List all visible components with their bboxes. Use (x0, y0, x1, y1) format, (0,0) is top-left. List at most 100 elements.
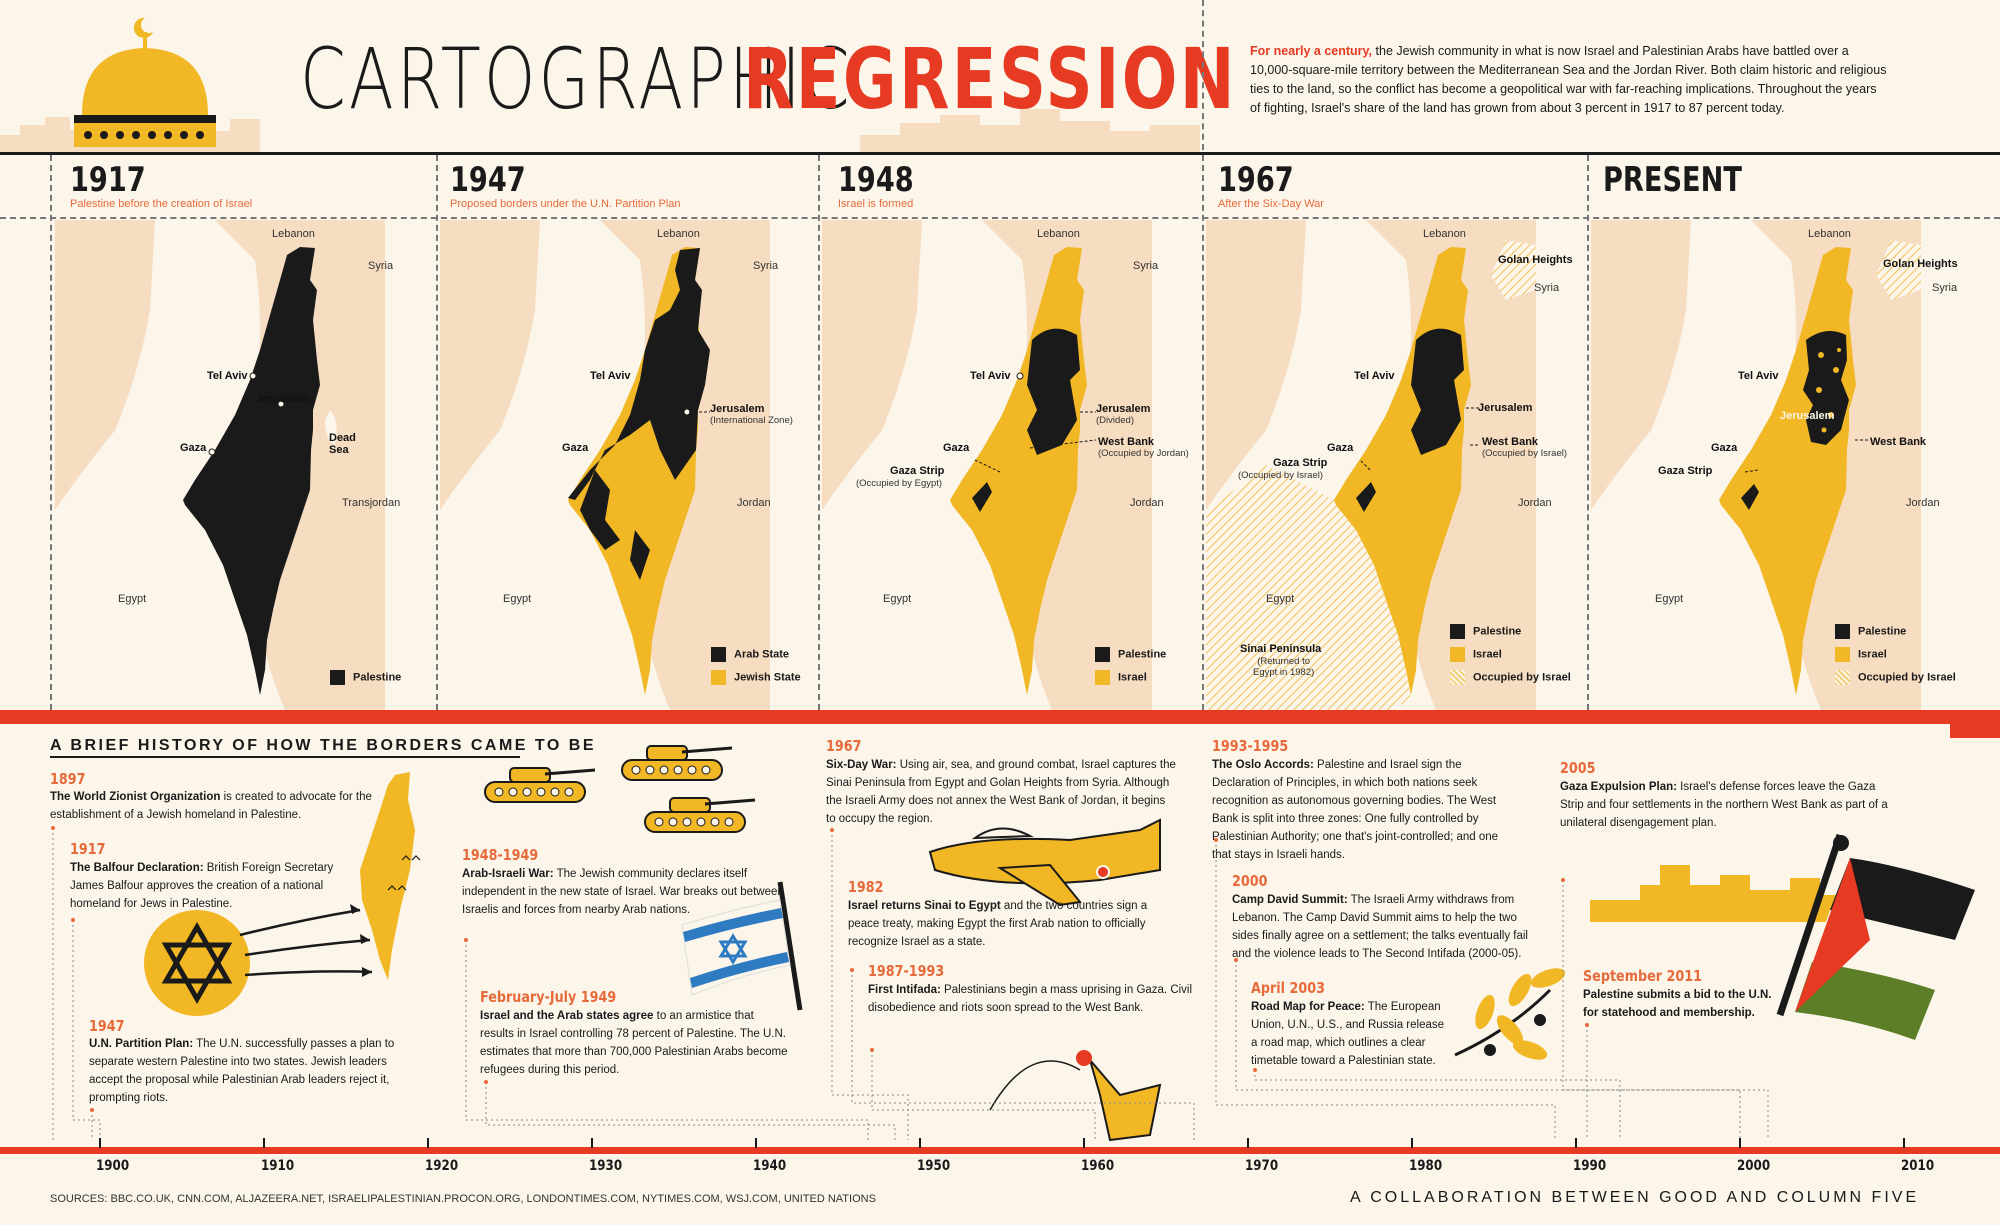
label-jordan: Jordan (1906, 497, 1940, 509)
tick-1910: 1910 (261, 1158, 295, 1174)
label-lebanon: Lebanon (1037, 228, 1080, 240)
label-gaza: Gaza (180, 442, 207, 454)
legend-label: Occupied by Israel (1858, 671, 1956, 684)
panel-1967-year: 1967 (1218, 160, 1294, 200)
label-jerusalem: Jerusalem (1780, 410, 1835, 422)
label-jordan: Jordan (1518, 497, 1552, 509)
label-tel-aviv: Tel Aviv (970, 370, 1011, 382)
event-text: The Israeli Army withdraws from Lebanon.… (1232, 894, 1528, 960)
panel-1967-subtitle: After the Six-Day War (1218, 198, 1324, 210)
event-1917: The Balfour Declaration: British Foreign… (70, 859, 350, 913)
label-syria: Syria (1534, 282, 1560, 294)
star-of-david-icon (144, 910, 250, 1016)
label-syria: Syria (753, 260, 779, 272)
event-year: 1897 (50, 770, 86, 788)
panel-1948-year: 1948 (838, 160, 914, 200)
event-title: The World Zionist Organization (50, 791, 221, 803)
event-title: U.N. Partition Plan: (89, 1038, 194, 1050)
event-title: Arab-Israeli War: (462, 868, 554, 880)
olive-branch-icon (1454, 968, 1566, 1060)
panel-1948-subtitle: Israel is formed (838, 198, 914, 210)
event-year: 1993-1995 (1212, 737, 1289, 755)
legend-israel: Israel (1450, 647, 1502, 662)
event-1948-1949: Arab-Israeli War: The Jewish community d… (462, 865, 797, 919)
history-illustrations (144, 745, 1975, 1142)
tick-1980: 1980 (1409, 1158, 1443, 1174)
tick-1900: 1900 (96, 1158, 130, 1174)
red-divider-bar (0, 710, 2000, 724)
event-1897: The World Zionist Organization is create… (50, 788, 380, 824)
label-jerusalem-note: (Divided) (1096, 415, 1135, 426)
label-west-bank: West Bank (1098, 436, 1155, 448)
legend-swatch (1835, 647, 1850, 662)
label-dead-sea: Dead Sea (329, 432, 356, 456)
event-1967: Six-Day War: Using air, sea, and ground … (826, 756, 1176, 828)
palestine-silhouette (360, 772, 415, 980)
panel-1917-subtitle: Palestine before the creation of Israel (70, 198, 253, 210)
label-lebanon: Lebanon (657, 228, 700, 240)
legend-swatch (1095, 647, 1110, 662)
palestine-flag-icon (1776, 833, 1975, 1040)
panel-divider (1202, 155, 1204, 710)
event-text: The European Union, U.N., U.S., and Russ… (1251, 1001, 1445, 1067)
event-year: 1948-1949 (462, 846, 539, 864)
legend-arab-state: Arab State (711, 647, 789, 662)
event-text: Using air, sea, and ground combat, Israe… (826, 759, 1176, 825)
intro-paragraph: For nearly a century, the Jewish communi… (1250, 42, 1890, 118)
event-title: The Oslo Accords: (1212, 759, 1314, 771)
label-gaza-strip: Gaza Strip (1273, 457, 1328, 469)
label-jerusalem: Jerusalem (256, 393, 311, 405)
legend-swatch (711, 670, 726, 685)
label-jordan: Jordan (737, 497, 771, 509)
label-egypt: Egypt (1266, 593, 1295, 605)
event-title: Palestine submits a bid to the U.N. for … (1583, 989, 1772, 1019)
intro-text: the Jewish community in what is now Isra… (1250, 44, 1887, 115)
label-gaza-strip-note: (Occupied by Egypt) (856, 478, 943, 489)
tick-1960: 1960 (1081, 1158, 1115, 1174)
event-title: Camp David Summit: (1232, 894, 1348, 906)
event-april-2003: Road Map for Peace: The European Union, … (1251, 998, 1451, 1070)
event-text: to an armistice that results in Israel c… (480, 1010, 788, 1076)
label-jerusalem: Jerusalem (1096, 403, 1151, 415)
legend-swatch (330, 670, 345, 685)
event-year: September 2011 (1583, 967, 1702, 985)
event-year: 2000 (1232, 872, 1268, 890)
legend-label: Arab State (734, 648, 790, 661)
legend-label: Israel (1118, 671, 1147, 684)
legend-palestine: Palestine (1450, 624, 1521, 639)
event-text: Palestine and Israel sign the Declaratio… (1212, 759, 1499, 861)
legend-swatch (711, 647, 726, 662)
label-golan-heights: Golan Heights (1498, 254, 1573, 266)
label-tel-aviv: Tel Aviv (207, 370, 248, 382)
map-1948 (822, 220, 1200, 710)
event-feb-jul-1949: Israel and the Arab states agree to an a… (480, 1007, 790, 1079)
legend-palestine: Palestine (1095, 647, 1166, 662)
legend-swatch (1835, 670, 1850, 685)
tick-1990: 1990 (1573, 1158, 1607, 1174)
dome-of-the-rock-icon (74, 17, 216, 147)
tank-icon (621, 745, 733, 781)
legend-occupied: Occupied by Israel (1835, 670, 1956, 685)
legend-label: Jewish State (734, 671, 801, 684)
fighter-plane-icon (928, 818, 1161, 907)
label-west-bank: West Bank (1870, 436, 1927, 448)
legend-label: Palestine (353, 671, 402, 684)
event-text: The Jewish community declares itself ind… (462, 868, 784, 916)
legend-swatch (1450, 624, 1465, 639)
legend-swatch (1450, 670, 1465, 685)
history-heading-rule (50, 756, 520, 758)
label-west-bank-note: (Occupied by Jordan) (1098, 448, 1189, 459)
legend-label: Israel (1473, 648, 1502, 661)
label-syria: Syria (368, 260, 394, 272)
label-transjordan: Transjordan (342, 497, 401, 509)
label-egypt: Egypt (883, 593, 912, 605)
event-2000: Camp David Summit: The Israeli Army with… (1232, 891, 1542, 963)
event-title: First Intifada: (868, 984, 941, 996)
tank-icon (644, 797, 756, 833)
event-1982: Israel returns Sinai to Egypt and the tw… (848, 897, 1178, 951)
panel-present-year: PRESENT (1603, 160, 1742, 200)
credit-line: A COLLABORATION BETWEEN GOOD AND COLUMN … (1350, 1189, 1920, 1206)
israel-flag-icon (681, 881, 803, 1011)
event-text: Israel's defense forces leave the Gaza S… (1560, 781, 1888, 829)
event-year: 1917 (70, 840, 106, 858)
